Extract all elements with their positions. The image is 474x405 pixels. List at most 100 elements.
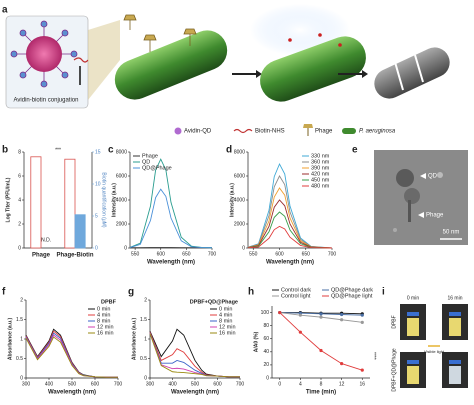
x-tick-label: 500 xyxy=(68,381,77,387)
x-tick-label: 600 xyxy=(275,251,284,257)
y-tick-label: 1 xyxy=(20,336,23,342)
x-axis-label: Wavelength (nm) xyxy=(171,390,219,396)
annotation: N.D. xyxy=(41,237,51,243)
marker xyxy=(340,318,344,322)
panel-label: f xyxy=(2,287,6,298)
legend-label: QD@Phage light xyxy=(331,293,373,299)
panel-label: h xyxy=(248,287,254,298)
marker xyxy=(319,315,323,319)
x-tick-label: 12 xyxy=(339,381,345,387)
panel-label: d xyxy=(226,145,232,156)
x-tick-label: 650 xyxy=(182,251,191,257)
time-label: 16 min xyxy=(447,295,462,301)
legend-label: Control light xyxy=(281,293,311,299)
legend-label: 0 min xyxy=(97,306,110,312)
y-tick-label: 0 xyxy=(144,375,147,381)
x-tick-label: Phage xyxy=(32,253,51,259)
y-tick-label: 2 xyxy=(18,221,21,227)
bacterium-lit xyxy=(260,36,366,102)
x-tick-label: 700 xyxy=(328,251,337,257)
scale-bar-label: 50 nm xyxy=(443,230,460,236)
annotation: **** xyxy=(371,352,377,360)
legend-label: 12 min xyxy=(219,324,236,330)
y-tick-label: 2000 xyxy=(116,221,127,227)
y-tick-label: 100 xyxy=(261,310,270,316)
legend-label: QD xyxy=(142,159,150,165)
line xyxy=(25,334,118,378)
legend-label: 4 min xyxy=(97,312,110,318)
x-tick-label: 8 xyxy=(320,381,323,387)
y-tick-label: 0 xyxy=(20,375,23,381)
legend-label: 330 nm xyxy=(311,153,330,159)
schematic: Avidin-biotin conjugation xyxy=(5,4,450,109)
line xyxy=(25,336,118,378)
y-tick-label: 2000 xyxy=(234,221,245,227)
y-axis-label: Absorbance (a.u.) xyxy=(7,318,13,361)
qd-particle xyxy=(10,20,78,88)
legend-title: DPBF xyxy=(101,299,117,305)
y-tick-label: 0 xyxy=(18,245,21,251)
tem-label: QD xyxy=(428,174,438,180)
time-label: 0 min xyxy=(407,295,419,301)
bar xyxy=(30,156,42,249)
legend-title: DPBF+QD@Phage xyxy=(190,299,238,305)
marker xyxy=(319,312,323,316)
line xyxy=(149,332,240,378)
legend-label: 16 min xyxy=(97,330,114,336)
y2-tick-label: 15 xyxy=(95,149,101,155)
y-tick-label: 6000 xyxy=(234,173,245,179)
inset-label: Avidin-biotin conjugation xyxy=(14,98,79,104)
y-tick-label: 0.5 xyxy=(16,356,23,362)
x-axis-label: Time (min) xyxy=(306,390,336,396)
marker xyxy=(298,313,302,317)
panel-label: i xyxy=(382,287,385,298)
line xyxy=(129,158,213,249)
line xyxy=(247,225,333,249)
bar xyxy=(74,214,86,249)
y-tick-label: 80 xyxy=(263,323,269,329)
annotation: *** xyxy=(55,147,61,153)
marker xyxy=(298,330,302,334)
legend-label: 360 nm xyxy=(311,159,330,165)
legend-label: QD@Phage dark xyxy=(331,287,373,293)
line xyxy=(25,332,118,378)
x-tick-label: 300 xyxy=(22,381,31,387)
x-tick-label: 700 xyxy=(208,251,217,257)
legend-icon xyxy=(303,124,313,136)
legend-label: 390 nm xyxy=(311,165,330,171)
line xyxy=(25,330,118,378)
legend-label: 8 min xyxy=(219,318,232,324)
y-axis-label: A/A0 (%) xyxy=(253,331,259,352)
x-tick-label: 550 xyxy=(131,251,140,257)
panel-label: e xyxy=(352,145,358,156)
legend-label: 4 min xyxy=(219,312,232,318)
legend-label: Avidin-QD xyxy=(184,129,212,135)
line xyxy=(149,333,240,378)
legend-label: Biotin-NHS xyxy=(255,129,285,135)
legend-label: Control dark xyxy=(281,287,311,293)
x-tick-label: 4 xyxy=(299,381,302,387)
y2-axis-label: Biotin quantification (μM) xyxy=(101,172,107,227)
x-tick-label: 650 xyxy=(302,251,311,257)
row-label: DPBF xyxy=(391,315,397,328)
photos: 0 min 16 min DPBF DPBF+QD@Phage Visible … xyxy=(391,295,468,392)
y-tick-label: 6000 xyxy=(116,173,127,179)
marker xyxy=(340,312,344,317)
y-tick-label: 2 xyxy=(20,297,23,303)
line xyxy=(129,188,213,249)
x-tick-label: 600 xyxy=(213,381,222,387)
x-tick-label: 600 xyxy=(91,381,100,387)
x-tick-label: 550 xyxy=(249,251,258,257)
x-tick-label: 16 xyxy=(359,381,365,387)
y-tick-label: 8 xyxy=(18,149,21,155)
marker xyxy=(360,320,364,324)
y-tick-label: 0 xyxy=(124,245,127,251)
y-tick-label: 2 xyxy=(144,297,147,303)
y-tick-label: 1 xyxy=(144,336,147,342)
y-tick-label: 0.5 xyxy=(140,356,147,362)
legend-label: 420 nm xyxy=(311,171,330,177)
legend-label: 16 min xyxy=(219,330,236,336)
legend-icon xyxy=(174,127,182,135)
legend-label: 12 min xyxy=(97,324,114,330)
y-axis-label: Absorbance (a.u.) xyxy=(131,318,137,361)
